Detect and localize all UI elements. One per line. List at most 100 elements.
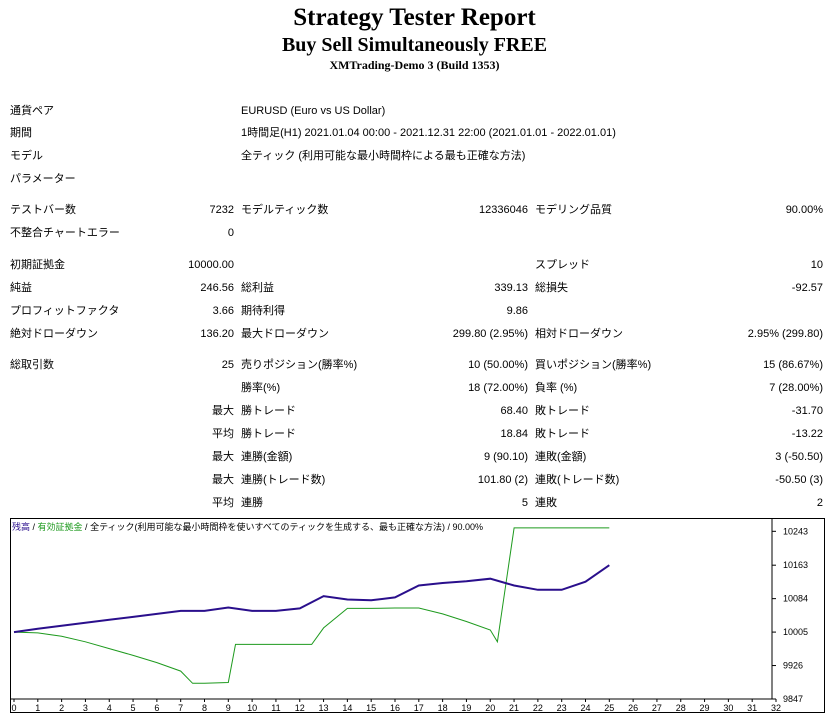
expected-value: 9.86 bbox=[506, 305, 528, 317]
balance-chart: 0 1 2 3 4 5 6 7 8 9 10 11 12 13 14 15 16 17 18 19 20 21 22 23 24… bbox=[10, 518, 825, 713]
consec-wins-money-label: 連勝(金額) bbox=[241, 451, 293, 463]
trades-value: 25 bbox=[221, 359, 234, 371]
avg-qualifier: 平均 bbox=[212, 428, 234, 440]
x-tick-label: 10 bbox=[247, 703, 257, 713]
y-tick-label: 10243 bbox=[783, 526, 808, 536]
x-tick-label: 2 bbox=[59, 703, 64, 713]
balance-line bbox=[13, 564, 610, 634]
net-value: 246.56 bbox=[200, 282, 234, 294]
net-label: 純益 bbox=[10, 282, 32, 294]
deposit-label: 初期証拠金 bbox=[10, 259, 65, 271]
x-tick-label: 21 bbox=[509, 703, 519, 713]
ticks-label: モデルティック数 bbox=[241, 204, 329, 216]
x-tick-label: 8 bbox=[202, 703, 207, 713]
pair-value: EURUSD (Euro vs US Dollar) bbox=[241, 105, 386, 117]
spread-value: 10 bbox=[810, 259, 823, 271]
x-tick-label: 6 bbox=[154, 703, 159, 713]
bars-value: 7232 bbox=[209, 204, 234, 216]
avg-loss-value: -13.22 bbox=[791, 428, 823, 440]
max-qualifier: 最大 bbox=[212, 474, 234, 486]
x-tick-label: 30 bbox=[723, 703, 733, 713]
ticks-value: 12336046 bbox=[479, 204, 528, 216]
win-rate-label: 勝率(%) bbox=[241, 382, 281, 394]
x-tick-label: 1 bbox=[35, 703, 40, 713]
consec-loss-value: -50.50 (3) bbox=[775, 474, 823, 486]
gross-loss-label: 総損失 bbox=[535, 282, 568, 294]
y-tick-label: 10084 bbox=[783, 594, 808, 604]
y-tick-label: 10163 bbox=[783, 560, 808, 570]
x-tick-label: 12 bbox=[295, 703, 305, 713]
y-tick-label: 9926 bbox=[783, 661, 803, 671]
x-tick-label: 32 bbox=[771, 703, 781, 713]
consec-profit-label: 連勝(トレード数) bbox=[241, 474, 326, 486]
short-label: 売りポジション(勝率%) bbox=[241, 359, 358, 371]
avg-consec-losses-label: 連敗 bbox=[535, 497, 557, 509]
max-dd-value: 299.80 (2.95%) bbox=[452, 328, 528, 340]
params-label: パラメーター bbox=[10, 173, 76, 185]
equity-line bbox=[13, 527, 610, 684]
largest-win-value: 68.40 bbox=[500, 405, 528, 417]
avg-consec-losses-value: 2 bbox=[816, 497, 823, 509]
x-tick-label: 26 bbox=[628, 703, 638, 713]
period-label: 期間 bbox=[10, 127, 32, 139]
mismatch-label: 不整合チャートエラー bbox=[10, 227, 120, 239]
server-build: XMTrading-Demo 3 (Build 1353) bbox=[329, 58, 500, 72]
x-tick-label: 3 bbox=[83, 703, 88, 713]
x-tick-label: 23 bbox=[557, 703, 567, 713]
long-value: 15 (86.67%) bbox=[763, 359, 823, 371]
loss-rate-value: 7 (28.00%) bbox=[769, 382, 823, 394]
largest-loss-value: -31.70 bbox=[791, 405, 823, 417]
x-tick-label: 28 bbox=[676, 703, 686, 713]
quality-label: モデリング品質 bbox=[535, 204, 612, 216]
bars-label: テストバー数 bbox=[10, 204, 76, 216]
avg-win-label: 勝トレード bbox=[241, 428, 296, 440]
chart-svg: 0 1 2 3 4 5 6 7 8 9 10 11 12 13 14 15 16 17 18 19 20 21 22 23 24… bbox=[10, 518, 825, 713]
loss-rate-label: 負率 (%) bbox=[535, 382, 578, 394]
x-tick-label: 27 bbox=[652, 703, 662, 713]
x-tick-label: 5 bbox=[131, 703, 136, 713]
x-tick-label: 20 bbox=[485, 703, 495, 713]
long-label: 買いポジション(勝率%) bbox=[535, 359, 652, 371]
abs-dd-value: 136.20 bbox=[200, 328, 234, 340]
consec-wins-money-value: 9 (90.10) bbox=[483, 451, 528, 463]
avg-loss-label: 敗トレード bbox=[535, 428, 590, 440]
consec-profit-value: 101.80 (2) bbox=[477, 474, 528, 486]
ea-name: Buy Sell Simultaneously FREE bbox=[281, 34, 548, 56]
x-tick-label: 18 bbox=[438, 703, 448, 713]
mismatch-value: 0 bbox=[227, 227, 234, 239]
max-qualifier: 最大 bbox=[212, 451, 234, 463]
x-tick-label: 15 bbox=[366, 703, 376, 713]
gross-profit-value: 339.13 bbox=[494, 282, 528, 294]
x-tick-label: 11 bbox=[271, 703, 280, 713]
avg-qualifier: 平均 bbox=[212, 497, 234, 509]
x-tick-label: 14 bbox=[342, 703, 352, 713]
consec-loss-label: 連敗(トレード数) bbox=[535, 474, 620, 486]
x-tick-label: 29 bbox=[700, 703, 710, 713]
y-tick-label: 9847 bbox=[783, 694, 803, 704]
consec-losses-money-value: 3 (-50.50) bbox=[775, 451, 823, 463]
trades-label: 総取引数 bbox=[10, 359, 54, 371]
spread-label: スプレッド bbox=[535, 259, 590, 271]
x-tick-label: 17 bbox=[414, 703, 424, 713]
legend-separator: / bbox=[82, 522, 91, 532]
pf-label: プロフィットファクタ bbox=[10, 305, 120, 317]
legend-equity: 有効証拠金 bbox=[37, 522, 83, 532]
report-title: Strategy Tester Report bbox=[293, 4, 536, 31]
x-tick-label: 25 bbox=[604, 703, 614, 713]
x-tick-label: 31 bbox=[747, 703, 757, 713]
x-tick-label: 7 bbox=[178, 703, 183, 713]
quality-value: 90.00% bbox=[785, 204, 823, 216]
gross-profit-label: 総利益 bbox=[241, 282, 274, 294]
largest-win-label: 勝トレード bbox=[241, 405, 296, 417]
x-tick-label: 9 bbox=[226, 703, 231, 713]
gross-loss-value: -92.57 bbox=[791, 282, 823, 294]
max-qualifier: 最大 bbox=[212, 405, 234, 417]
legend-balance: 残高 bbox=[12, 522, 31, 532]
x-tick-label: 22 bbox=[533, 703, 543, 713]
pair-label: 通貨ペア bbox=[10, 105, 54, 117]
rel-dd-label: 相対ドローダウン bbox=[535, 328, 623, 340]
expected-label: 期待利得 bbox=[241, 305, 285, 317]
model-label: モデル bbox=[10, 150, 43, 162]
avg-consec-wins-value: 5 bbox=[521, 497, 528, 509]
pf-value: 3.66 bbox=[212, 305, 234, 317]
